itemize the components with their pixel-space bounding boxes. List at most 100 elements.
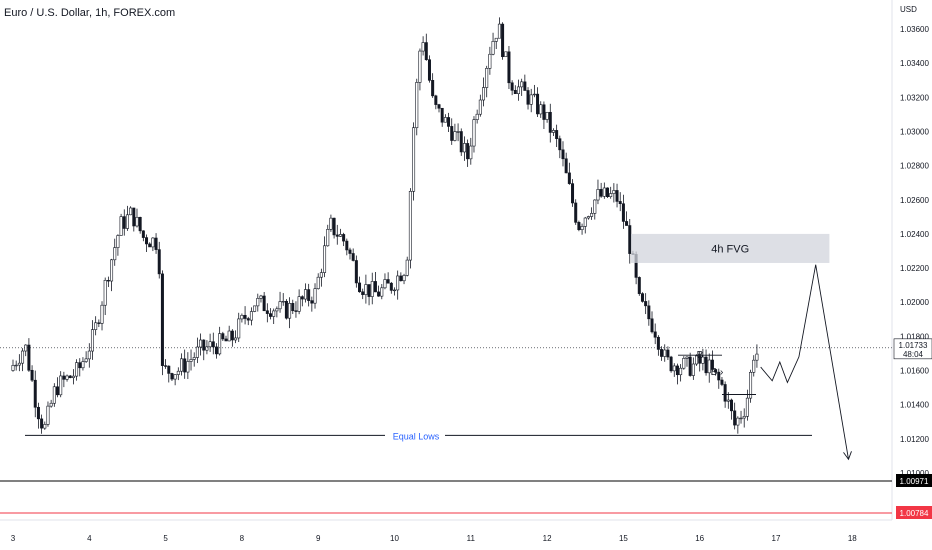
candle-body xyxy=(125,214,129,229)
candle-body xyxy=(580,226,584,230)
equal-lows-label: Equal Lows xyxy=(393,431,440,441)
candle-body xyxy=(265,310,269,314)
candle-body xyxy=(558,138,562,151)
candle-body xyxy=(230,330,234,341)
candle-body xyxy=(170,373,174,380)
candle-body xyxy=(606,187,610,198)
candle-body xyxy=(373,281,377,293)
candle-body xyxy=(132,207,136,227)
candle-body xyxy=(310,300,314,304)
candle-body xyxy=(392,289,396,292)
candle-body xyxy=(408,191,412,261)
candle-body xyxy=(733,410,737,426)
candle-body xyxy=(33,379,37,408)
candle-body xyxy=(402,275,406,282)
candle-body xyxy=(405,259,409,276)
candle-body xyxy=(278,301,282,310)
candle-body xyxy=(30,369,34,381)
candle-body xyxy=(688,356,692,376)
candle-body xyxy=(599,189,603,197)
candle-body xyxy=(710,359,714,370)
candle-body xyxy=(87,350,91,360)
candle-body xyxy=(160,273,164,366)
candle-body xyxy=(574,202,578,223)
candle-body xyxy=(281,300,285,303)
candle-body xyxy=(450,126,454,141)
y-tick-label: 1.02600 xyxy=(900,196,929,205)
candle-body xyxy=(145,237,149,245)
candle-body xyxy=(466,143,470,160)
candle-body xyxy=(348,249,352,254)
candle-body xyxy=(307,289,311,301)
x-tick-label: 5 xyxy=(163,534,168,543)
candle-body xyxy=(205,346,209,351)
candle-body xyxy=(186,361,190,373)
candle-body xyxy=(586,216,590,219)
candle-body xyxy=(675,365,679,376)
candle-body xyxy=(396,275,400,291)
candle-body xyxy=(516,86,520,95)
candle-body xyxy=(218,333,222,355)
candle-body xyxy=(660,349,664,357)
candle-body xyxy=(103,279,107,306)
candle-body xyxy=(399,275,403,282)
candle-body xyxy=(43,424,47,429)
candle-body xyxy=(427,59,431,81)
candle-body xyxy=(745,397,749,417)
candle-body xyxy=(90,329,94,352)
candle-body xyxy=(294,310,298,312)
candle-body xyxy=(561,149,565,160)
candle-body xyxy=(316,276,320,290)
candle-body xyxy=(548,111,552,133)
candle-body xyxy=(129,207,133,216)
y-tick-label: 1.02000 xyxy=(900,298,929,307)
x-tick-label: 18 xyxy=(848,534,857,543)
y-tick-label: 1.01800 xyxy=(900,332,929,341)
candle-body xyxy=(551,130,555,133)
candle-body xyxy=(520,81,524,88)
candle-body xyxy=(609,193,613,198)
candle-body xyxy=(488,53,492,69)
candle-body xyxy=(49,402,53,407)
candle-body xyxy=(577,222,581,230)
candle-body xyxy=(755,353,759,361)
candle-body xyxy=(377,291,381,297)
candle-body xyxy=(75,362,79,377)
b-label-2: B › xyxy=(711,367,724,378)
candle-body xyxy=(40,418,44,429)
candle-body xyxy=(602,187,606,197)
candle-body xyxy=(739,417,743,420)
candle-body xyxy=(571,183,575,204)
candle-body xyxy=(685,356,689,359)
candle-body xyxy=(237,318,241,339)
candle-body xyxy=(545,111,549,120)
y-tick-label: 1.01400 xyxy=(900,401,929,410)
candle-body xyxy=(656,336,660,350)
candle-body xyxy=(249,311,253,321)
candle-body xyxy=(52,386,56,404)
x-tick-label: 15 xyxy=(619,534,628,543)
candle-body xyxy=(36,406,40,420)
candle-body xyxy=(164,365,168,367)
candle-body xyxy=(564,158,568,174)
candle-body xyxy=(56,386,60,396)
candle-body xyxy=(666,349,670,358)
candle-body xyxy=(513,90,517,95)
candle-body xyxy=(157,249,161,275)
candle-body xyxy=(46,405,50,425)
y-tick-label: 1.01200 xyxy=(900,435,929,444)
candle-body xyxy=(752,359,756,373)
candle-body xyxy=(151,237,155,248)
candle-body xyxy=(332,217,336,236)
candle-body xyxy=(323,245,327,273)
candle-body xyxy=(523,81,527,91)
y-tick-label: 1.01600 xyxy=(900,367,929,376)
candle-body xyxy=(504,51,508,58)
y-tick-label: 1.01000 xyxy=(900,469,929,478)
candle-body xyxy=(21,350,25,364)
candle-body xyxy=(672,365,676,372)
candle-body xyxy=(593,199,597,214)
last-price-tag xyxy=(893,338,932,360)
